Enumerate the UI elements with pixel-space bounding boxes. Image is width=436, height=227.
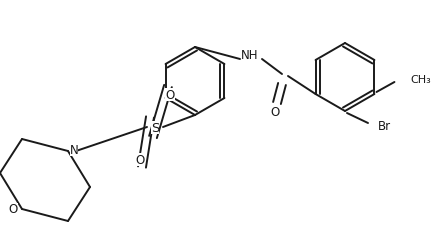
Text: CH₃: CH₃ (410, 75, 431, 85)
Text: N: N (70, 143, 78, 156)
Text: O: O (165, 88, 175, 101)
Text: O: O (8, 203, 17, 216)
Text: O: O (135, 153, 145, 166)
Text: Br: Br (378, 120, 391, 133)
Text: S: S (151, 121, 159, 134)
Text: O: O (270, 105, 279, 118)
Text: NH: NH (241, 48, 259, 61)
